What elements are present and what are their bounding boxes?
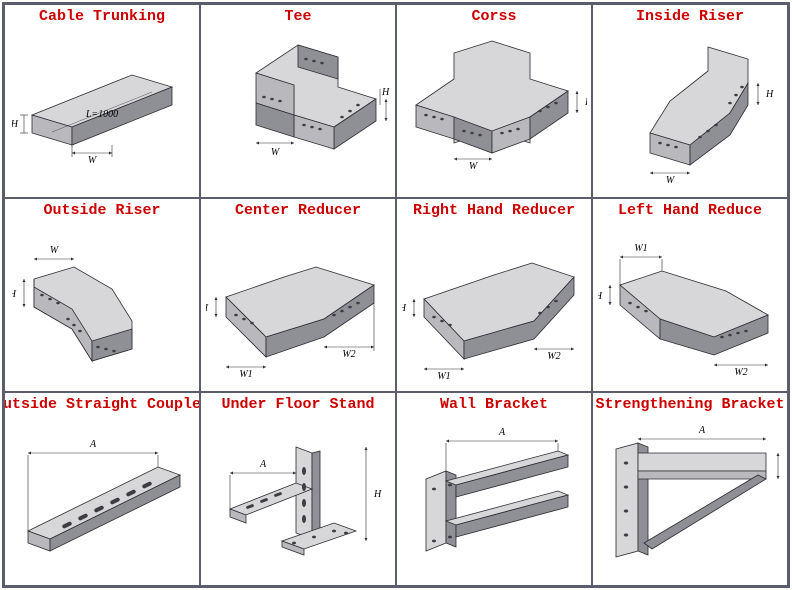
title-right-hand-reducer: Right Hand Reducer xyxy=(409,199,579,222)
title-cable-trunking: Cable Trunking xyxy=(35,5,169,28)
cell-tee: TeeHWH xyxy=(200,4,396,198)
outside-straight-coupler-diagram: A xyxy=(5,416,199,586)
under-floor-stand-diagram: HA xyxy=(201,416,395,586)
cell-cable-trunking: Cable Trunking L=1000 H W xyxy=(4,4,200,198)
title-outside-riser: Outside Riser xyxy=(39,199,164,222)
title-center-reducer: Center Reducer xyxy=(231,199,365,222)
svg-text:H: H xyxy=(12,119,19,130)
svg-text:H: H xyxy=(765,89,774,100)
svg-text:W1: W1 xyxy=(437,371,450,382)
svg-text:W: W xyxy=(50,245,60,256)
svg-text:W: W xyxy=(270,147,280,158)
svg-text:W2: W2 xyxy=(734,367,747,378)
corss-diagram: HW xyxy=(397,28,591,198)
svg-text:H: H xyxy=(206,303,209,314)
strengthening-bracket-diagram: A xyxy=(593,416,787,586)
svg-text:W2: W2 xyxy=(342,349,355,360)
title-outside-straight-coupler: Outside Straight Coupler xyxy=(4,393,200,416)
center-reducer-diagram: H W1 W2 xyxy=(201,222,395,392)
cell-center-reducer: Center Reducer H W1 W2 xyxy=(200,198,396,392)
svg-text:H: H xyxy=(402,303,407,314)
svg-text:A: A xyxy=(697,425,705,436)
svg-text:H: H xyxy=(584,97,587,108)
cell-strengthening-bracket: Strengthening Bracket A xyxy=(592,392,788,586)
cell-right-hand-reducer: Right Hand Reducer H W1 W2 xyxy=(396,198,592,392)
cell-wall-bracket: Wall Bracket A xyxy=(396,392,592,586)
svg-text:W: W xyxy=(666,175,676,186)
wall-bracket-diagram: A xyxy=(397,416,591,586)
title-strengthening-bracket: Strengthening Bracket xyxy=(592,393,788,416)
cell-outside-straight-coupler: Outside Straight Coupler A xyxy=(4,392,200,586)
inside-riser-diagram: HW xyxy=(593,28,787,198)
product-grid: Cable TrunkingL=1000HWTeeHWHCorssHWInsid… xyxy=(2,2,790,588)
cell-outside-riser: Outside RiserHW xyxy=(4,198,200,392)
right-hand-reducer-diagram: H W1 W2 xyxy=(397,222,591,392)
title-under-floor-stand: Under Floor Stand xyxy=(217,393,378,416)
svg-text:H: H xyxy=(12,289,17,300)
svg-text:L=1000: L=1000 xyxy=(85,109,118,120)
tee-diagram: HWH xyxy=(201,28,395,198)
svg-text:W1: W1 xyxy=(239,369,252,380)
cable-trunking-diagram: L=1000 H W xyxy=(5,28,199,198)
title-inside-riser: Inside Riser xyxy=(632,5,748,28)
cell-left-hand-reduce: Left Hand Reduce W1 H W2 xyxy=(592,198,788,392)
title-wall-bracket: Wall Bracket xyxy=(436,393,552,416)
svg-text:W: W xyxy=(88,155,98,166)
left-hand-reduce-diagram: W1 H W2 xyxy=(593,222,787,392)
svg-text:H: H xyxy=(381,87,390,98)
svg-text:W: W xyxy=(468,161,478,172)
title-corss: Corss xyxy=(467,5,520,28)
svg-text:A: A xyxy=(88,439,96,450)
svg-text:W2: W2 xyxy=(547,351,560,362)
cell-inside-riser: Inside RiserHW xyxy=(592,4,788,198)
svg-text:A: A xyxy=(497,427,505,438)
svg-text:H: H xyxy=(598,291,603,302)
title-left-hand-reduce: Left Hand Reduce xyxy=(614,199,766,222)
svg-text:W1: W1 xyxy=(634,243,647,254)
cell-under-floor-stand: Under Floor StandHA xyxy=(200,392,396,586)
cell-corss: CorssHW xyxy=(396,4,592,198)
svg-text:A: A xyxy=(258,459,266,470)
title-tee: Tee xyxy=(280,5,315,28)
outside-riser-diagram: HW xyxy=(5,222,199,392)
svg-text:H: H xyxy=(373,489,382,500)
